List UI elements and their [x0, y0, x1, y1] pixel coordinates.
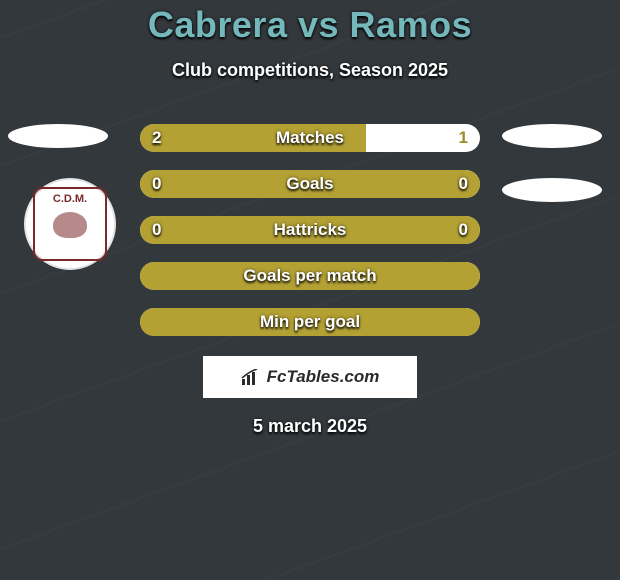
stat-bar-label: Goals: [140, 170, 480, 198]
stat-bar-label: Hattricks: [140, 216, 480, 244]
stat-bar-left-value: 2: [152, 124, 161, 152]
stat-bar: Goals per match: [140, 262, 480, 290]
stat-bar: Matches2 1: [140, 124, 480, 152]
right-ellipse: [502, 178, 602, 202]
right-ellipse: [502, 124, 602, 148]
brand-chart-icon: [241, 369, 261, 385]
stat-bar-right-value: 0: [459, 170, 468, 198]
stat-bar-label: Matches: [140, 124, 480, 152]
stat-bar-left-value: 0: [152, 216, 161, 244]
club-badge-emblem: [53, 212, 87, 238]
stat-bar-left-value: 0: [152, 170, 161, 198]
date-text: 5 march 2025: [0, 416, 620, 437]
subtitle: Club competitions, Season 2025: [0, 60, 620, 81]
page-title: Cabrera vs Ramos: [0, 4, 620, 46]
infographic-root: Cabrera vs Ramos Club competitions, Seaso…: [0, 0, 620, 580]
stat-bar-right-value: 1: [459, 124, 468, 152]
stat-bar: Min per goal: [140, 308, 480, 336]
stat-bar: Hattricks0 0: [140, 216, 480, 244]
stat-bar: Goals0 0: [140, 170, 480, 198]
club-badge-inner: C.D.M.: [33, 187, 107, 261]
brand-box: FcTables.com: [203, 356, 417, 398]
club-badge-label: C.D.M.: [53, 193, 87, 205]
brand-text: FcTables.com: [267, 367, 380, 387]
title-player2: Ramos: [350, 4, 473, 45]
stat-bar-label: Goals per match: [140, 262, 480, 290]
title-vs: vs: [298, 4, 339, 45]
stat-bar-label: Min per goal: [140, 308, 480, 336]
left-ellipse: [8, 124, 108, 148]
watermark: [0, 0, 620, 580]
club-badge: C.D.M.: [24, 178, 116, 270]
title-player1: Cabrera: [148, 4, 288, 45]
stat-bar-right-value: 0: [459, 216, 468, 244]
